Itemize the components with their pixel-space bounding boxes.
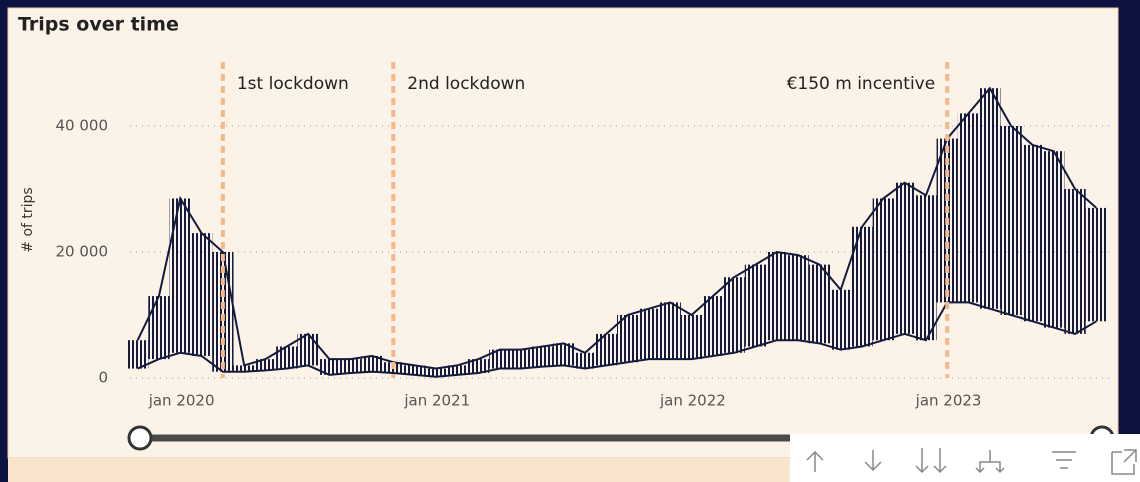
trip-range: [318, 359, 341, 375]
annotation-label: 2nd lockdown: [407, 74, 525, 94]
trip-range: [148, 296, 170, 360]
visual-toolbar: [790, 434, 1140, 482]
drill-up-icon[interactable]: [806, 450, 824, 472]
annotation-label: €150 m incentive: [787, 74, 936, 94]
trip-range: [766, 252, 788, 341]
trip-range: [893, 182, 916, 334]
y-tick-label: 40 000: [56, 117, 109, 135]
trip-range: [702, 296, 724, 356]
trip-range: [467, 359, 490, 373]
expand-icon[interactable]: [975, 450, 1005, 474]
trip-range: [574, 352, 596, 369]
focus-mode-icon[interactable]: [1111, 449, 1137, 475]
trip-range: [957, 113, 980, 303]
trip-range: [361, 355, 383, 372]
slider-start-handle[interactable]: [127, 425, 153, 451]
annotation-label: 1st lockdown: [237, 74, 349, 94]
y-tick-label: 20 000: [56, 243, 109, 261]
trip-range: [446, 365, 468, 375]
trip-range: [1021, 144, 1044, 322]
trip-range: [680, 315, 703, 360]
next-level-icon[interactable]: [915, 448, 947, 474]
trip-range: [127, 340, 149, 369]
trip-range: [617, 315, 639, 363]
trip-range: [190, 233, 213, 356]
trip-range: [553, 343, 575, 366]
trip-range: [403, 365, 426, 375]
trip-range: [489, 349, 511, 369]
trip-range: [808, 264, 831, 344]
trip-range: [744, 264, 767, 347]
trip-line: [137, 301, 1097, 378]
trip-range: [233, 365, 255, 372]
y-tick-label: 0: [98, 369, 108, 387]
trip-range: [979, 88, 1001, 309]
trip-range: [659, 302, 681, 360]
trip-range: [425, 368, 447, 377]
trip-range: [723, 277, 745, 353]
trip-line: [136, 86, 1098, 370]
trip-range: [1000, 126, 1022, 315]
trip-range: [1085, 207, 1107, 322]
filter-icon[interactable]: [1052, 451, 1076, 469]
x-tick-label: jan 2020: [148, 392, 215, 410]
plot-area: 0 20 000 40 000 jan 2020 jan 2021 jan 2022 jan…: [56, 62, 1112, 410]
trip-range: [595, 333, 617, 366]
trip-range: [340, 359, 362, 373]
toolbar-bg: [790, 434, 1140, 482]
x-tick-label: jan 2021: [403, 392, 470, 410]
trip-range: [872, 198, 894, 341]
trip-range: [851, 226, 873, 347]
trip-range: [531, 346, 554, 367]
trip-range: [169, 198, 191, 353]
trip-range: [915, 195, 937, 341]
x-tick-label: jan 2023: [915, 392, 982, 410]
chart-title: Trips over time: [18, 14, 179, 36]
y-axis-label: # of trips: [20, 187, 36, 252]
trip-range: [830, 289, 852, 350]
trip-range: [787, 255, 809, 341]
drill-down-icon[interactable]: [864, 450, 882, 472]
trip-range: [297, 333, 319, 366]
trip-range: [1064, 189, 1086, 334]
trip-range: [276, 346, 298, 369]
trip-range: [254, 359, 277, 371]
trip-range: [638, 308, 660, 360]
trip-range: [510, 349, 532, 369]
trip-range: [1043, 151, 1065, 328]
x-tick-label: jan 2022: [659, 392, 726, 410]
